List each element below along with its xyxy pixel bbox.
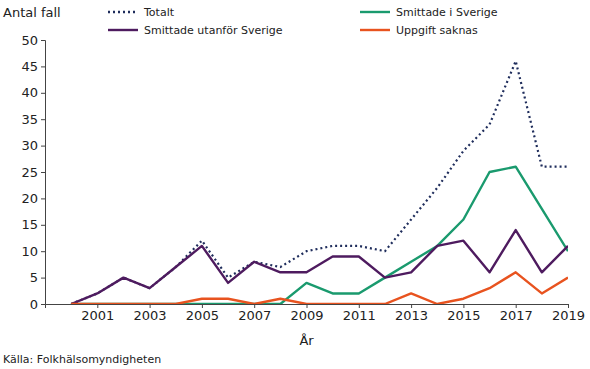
series-line <box>71 230 568 304</box>
x-tick-label: 2003 <box>134 308 167 323</box>
y-tick-mark <box>41 251 45 252</box>
y-tick: 40 <box>21 85 45 100</box>
series-line <box>71 272 568 304</box>
x-tick-label: 2017 <box>500 308 533 323</box>
legend-label: Smittade i Sverige <box>396 6 498 19</box>
legend-item: Smittade i Sverige <box>360 6 498 19</box>
plot-area: 0 5 10 15 20 25 30 35 40 45 50 2001 2003 2005 2007 2009… <box>21 33 585 324</box>
x-tick-label: 2019 <box>552 308 585 323</box>
y-tick-label: 35 <box>21 112 38 127</box>
legend-item: Smittade utanför Sverige <box>108 24 283 37</box>
x-tick: 2019 <box>552 304 585 323</box>
legend-swatch <box>360 11 390 13</box>
x-tick-label: 2011 <box>343 308 376 323</box>
y-tick-mark <box>41 172 45 173</box>
y-tick-mark <box>41 278 45 279</box>
y-tick-mark <box>41 119 45 120</box>
x-tick: 2015 <box>447 304 480 323</box>
y-tick: 0 <box>30 297 45 312</box>
y-tick-label: 15 <box>21 217 38 232</box>
legend-swatch <box>108 29 138 31</box>
legend-label: Uppgift saknas <box>396 24 478 37</box>
y-tick: 5 <box>30 270 45 285</box>
y-tick-label: 20 <box>21 191 38 206</box>
y-tick-mark <box>41 40 45 41</box>
y-axis-line <box>41 41 46 305</box>
x-tick: 2017 <box>500 304 533 323</box>
series-line <box>71 167 568 304</box>
legend: Totalt Smittade i Sverige Smittade utanför… <box>108 6 498 37</box>
y-tick: 50 <box>21 33 45 48</box>
y-tick-mark <box>41 198 45 199</box>
y-tick: 35 <box>21 112 45 127</box>
x-tick: 2013 <box>395 304 428 323</box>
y-tick-mark <box>41 66 45 67</box>
y-tick: 30 <box>21 138 45 153</box>
y-tick: 15 <box>21 217 45 232</box>
x-tick-label: 2005 <box>186 308 219 323</box>
y-tick: 20 <box>21 191 45 206</box>
y-tick-label: 45 <box>21 59 38 74</box>
y-tick-label: 40 <box>21 85 38 100</box>
legend-label: Totalt <box>143 6 175 19</box>
series-line <box>71 61 568 304</box>
x-tick: 2003 <box>134 304 167 323</box>
y-tick-label: 25 <box>21 165 38 180</box>
x-tick: 2001 <box>81 304 114 323</box>
x-tick-label: 2009 <box>290 308 323 323</box>
y-axis: 0 5 10 15 20 25 30 35 40 45 50 <box>21 33 45 312</box>
y-tick-mark <box>41 93 45 94</box>
legend-item: Uppgift saknas <box>360 24 478 37</box>
y-tick-label: 0 <box>30 297 38 312</box>
x-tick-label: 2013 <box>395 308 428 323</box>
y-tick-mark <box>41 304 45 305</box>
x-tick: 2009 <box>290 304 323 323</box>
y-tick-label: 30 <box>21 138 38 153</box>
chart: 0 5 10 15 20 25 30 35 40 45 50 2001 2003 2005 2007 2009… <box>0 0 590 369</box>
x-axis-title: År <box>299 333 314 348</box>
x-axis: 2001 2003 2005 2007 2009 2011 2013 2015 2017 2019 <box>46 304 586 323</box>
y-axis-title: Antal fall <box>3 5 61 20</box>
x-tick: 2005 <box>186 304 219 323</box>
y-tick-mark <box>41 146 45 147</box>
y-tick-label: 5 <box>30 270 38 285</box>
y-tick: 25 <box>21 165 45 180</box>
x-tick-label: 2007 <box>238 308 271 323</box>
y-tick: 45 <box>21 59 45 74</box>
legend-item: Totalt <box>108 6 175 19</box>
legend-swatch <box>360 29 390 31</box>
legend-swatch <box>108 11 138 13</box>
legend-label: Smittade utanför Sverige <box>144 24 283 37</box>
source: Källa: Folkhälsomyndigheten <box>3 353 161 366</box>
x-tick: 2007 <box>238 304 271 323</box>
lines <box>71 61 568 304</box>
x-tick-label: 2015 <box>447 308 480 323</box>
x-tick-label: 2001 <box>81 308 114 323</box>
y-tick-label: 50 <box>21 33 38 48</box>
y-tick-mark <box>41 225 45 226</box>
y-tick: 10 <box>21 244 45 259</box>
x-tick: 2011 <box>343 304 376 323</box>
y-tick-label: 10 <box>21 244 38 259</box>
